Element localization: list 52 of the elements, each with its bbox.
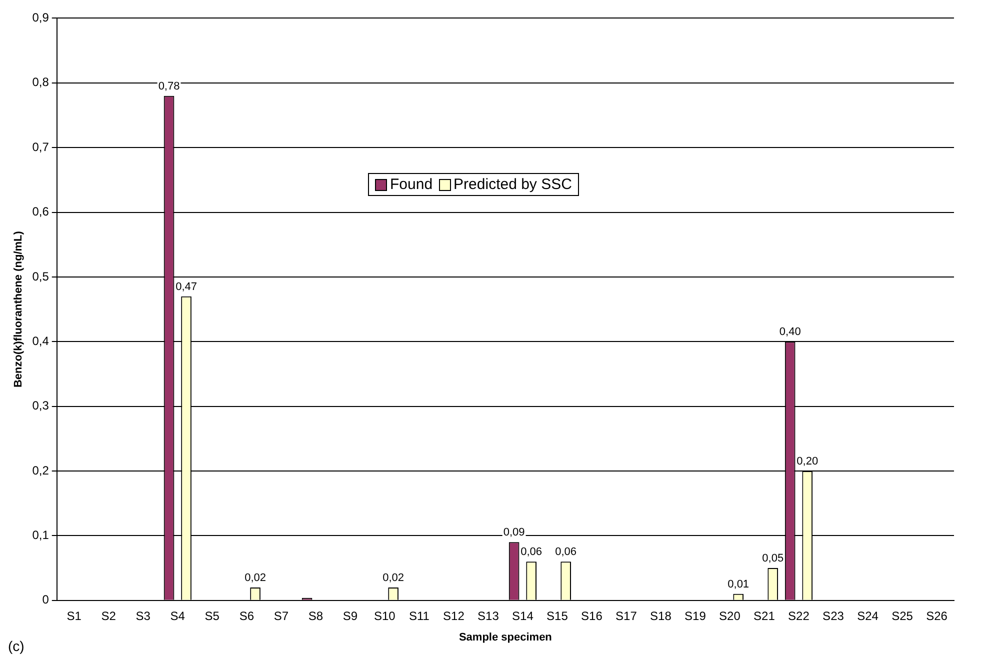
x-tick-label: S1 (66, 608, 82, 623)
y-tick-label: 0,7 (32, 140, 50, 154)
x-tick-label: S26 (926, 608, 948, 623)
y-tick-label: 0,6 (32, 204, 50, 219)
x-tick-label: S8 (308, 608, 324, 623)
x-axis-title: Sample specimen (458, 631, 552, 644)
x-tick-label: S21 (754, 608, 776, 623)
x-tick-label: S3 (136, 608, 151, 623)
y-tick-label: 0,3 (32, 398, 50, 413)
x-tick-label: S22 (788, 608, 810, 623)
x-tick-label: S5 (204, 608, 220, 623)
text: (c) (8, 638, 24, 654)
x-tick-label: S14 (512, 608, 534, 623)
y-tick-label: 0,8 (32, 75, 50, 90)
data-label: 0,01 (728, 578, 750, 590)
x-tick-label: S23 (822, 608, 844, 623)
y-tick-label: 0 (42, 592, 50, 607)
data-label: 0,20 (796, 456, 818, 468)
x-tick-label: S19 (684, 608, 706, 623)
data-label: 0,47 (176, 280, 197, 293)
y-tick-label: 0,2 (32, 463, 50, 478)
x-tick-label: S16 (581, 608, 603, 623)
x-tick-label: S15 (546, 608, 568, 623)
x-tick-label: S6 (239, 608, 254, 623)
data-label: 0,02 (244, 572, 266, 584)
x-tick-label: S13 (478, 608, 500, 623)
x-tick-label: S2 (101, 608, 116, 623)
x-tick-label: S4 (170, 608, 186, 623)
legend-label: Found (390, 176, 433, 193)
y-tick-label: 0,9 (32, 10, 50, 25)
data-label: 0,05 (762, 552, 784, 565)
x-tick-label: S18 (650, 608, 672, 623)
y-tick-label: 0,5 (32, 269, 50, 284)
x-tick-label: S7 (274, 608, 289, 623)
data-label: 0,02 (382, 572, 404, 584)
x-tick-label: S17 (616, 608, 638, 623)
x-tick-label: S24 (857, 608, 879, 623)
data-label: 0,40 (779, 326, 801, 338)
legend-label: Predicted by SSC (454, 176, 572, 193)
x-tick-label: S25 (892, 608, 914, 623)
x-tick-label: S12 (443, 608, 465, 623)
x-tick-label: S9 (342, 608, 358, 623)
x-tick-label: S20 (719, 608, 741, 623)
y-tick-label: 0,1 (32, 528, 50, 542)
y-tick-label: 0,4 (32, 334, 50, 348)
x-tick-label: S10 (374, 608, 396, 623)
data-label: 0,78 (158, 80, 180, 92)
data-label: 0,06 (555, 546, 577, 558)
y-axis-title: Benzo(k)fluoranthene (ng/mL) (12, 230, 25, 388)
x-tick-label: S11 (408, 608, 430, 623)
data-label: 0,06 (520, 546, 542, 558)
data-label: 0,09 (503, 526, 525, 539)
